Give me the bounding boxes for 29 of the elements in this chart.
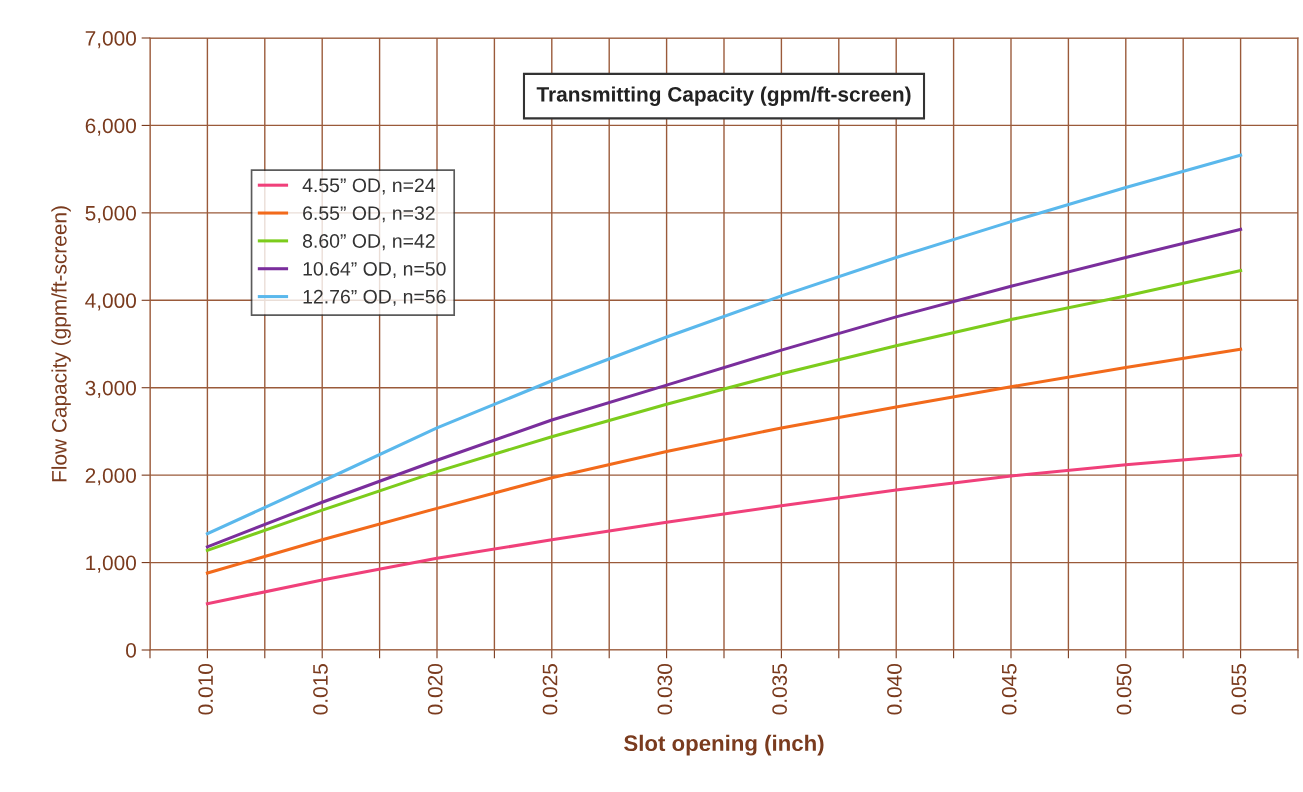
legend-label: 10.64” OD, n=50	[303, 261, 446, 279]
y-tick-label: 4,000	[85, 293, 136, 311]
y-tick-label: 7,000	[85, 31, 136, 49]
x-tick-label: 0.015	[313, 664, 328, 715]
text: Transmitting Capacity (gpm/ft-screen)	[536, 86, 911, 106]
x-tick-label: 0.030	[657, 664, 673, 715]
y-tick-label: 3,000	[85, 380, 136, 398]
y-axis-title: Flow Capacity (gpm/ft-screen)	[51, 206, 71, 482]
line-series	[205, 347, 1243, 575]
x-axis-title: Slot opening (inch)	[624, 734, 824, 756]
y-tick-label: 2,000	[85, 468, 136, 486]
y-tick-label: 6,000	[85, 118, 136, 136]
legend-label: 4.55” OD, n=24	[302, 178, 436, 195]
legend-label: 6.55” OD, n=32	[303, 206, 435, 223]
x-tick-label: 0.010	[198, 664, 213, 715]
x-tick-label: 0.040	[887, 664, 902, 715]
line-series	[205, 453, 1243, 606]
x-tick-label: 0.055	[1231, 664, 1247, 715]
x-tick-label: 0.020	[427, 664, 443, 715]
legend-label: 12.76” OD, n=56	[303, 289, 446, 306]
y-tick-label: 0	[126, 643, 136, 658]
line-series	[205, 153, 1243, 536]
x-tick-label: 0.025	[542, 664, 558, 715]
y-tick-label: 1,000	[86, 555, 136, 573]
y-tick-label: 5,000	[85, 205, 136, 224]
legend-label: 8.60” OD, n=42	[302, 234, 435, 251]
x-tick-label: 0.035	[772, 664, 787, 715]
x-tick-label: 0.045	[1001, 664, 1017, 715]
x-tick-label: 0.050	[1116, 664, 1132, 715]
